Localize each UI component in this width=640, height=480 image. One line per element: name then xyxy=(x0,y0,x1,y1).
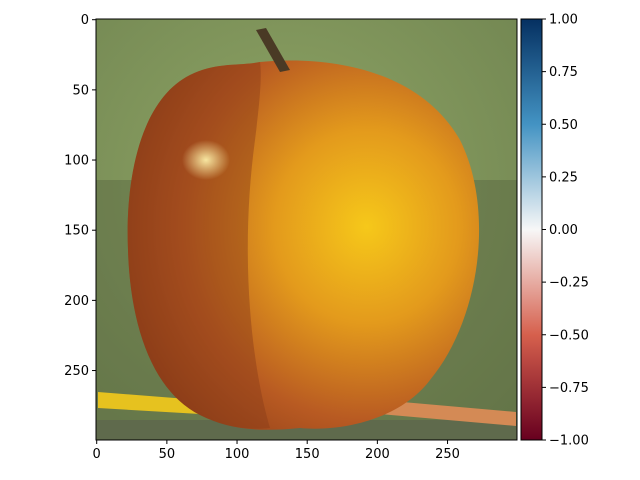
stem xyxy=(256,28,290,72)
x-tick-label: 0 xyxy=(93,447,101,462)
colorbar-tick-label: 0.75 xyxy=(549,65,578,80)
y-ticks: 0 50 100 150 200 250 xyxy=(64,13,96,379)
image-table xyxy=(96,420,517,440)
pencil-right xyxy=(380,400,516,426)
image-content xyxy=(96,19,517,440)
colorbar-tick-label: 1.00 xyxy=(549,13,578,28)
colorbar-tick-label: 0.50 xyxy=(549,118,578,133)
x-tick-label: 150 xyxy=(295,447,320,462)
colorbar-gradient xyxy=(521,19,542,440)
y-tick-label: 200 xyxy=(64,294,89,309)
colorbar: 1.00 0.75 0.50 0.25 0.00 −0.25 −0.50 −0.75 −1.00 xyxy=(520,13,589,449)
highlight xyxy=(182,140,230,180)
y-tick-label: 150 xyxy=(64,224,89,239)
y-tick-label: 50 xyxy=(72,83,89,98)
image-axes: 0 50 100 150 200 250 0 50 100 150 200 250 xyxy=(64,13,518,462)
image-frame xyxy=(95,18,518,441)
pencil xyxy=(98,392,200,414)
colorbar-tick-label: 0.25 xyxy=(549,170,578,185)
y-tick-label: 100 xyxy=(64,154,89,169)
x-tick-label: 250 xyxy=(435,447,460,462)
fruit-left-shade xyxy=(127,62,270,429)
colorbar-tick-label: −1.00 xyxy=(549,434,589,449)
colorbar-tick-label: −0.75 xyxy=(549,381,589,396)
x-tick-label: 100 xyxy=(225,447,250,462)
colorbar-tick-label: −0.25 xyxy=(549,276,589,291)
x-tick-label: 50 xyxy=(159,447,176,462)
y-tick-label: 250 xyxy=(64,364,89,379)
y-tick-label: 0 xyxy=(81,13,89,28)
colorbar-ticks: 1.00 0.75 0.50 0.25 0.00 −0.25 −0.50 −0.75 −1.00 xyxy=(542,13,589,449)
colorbar-tick-label: −0.50 xyxy=(549,328,589,343)
x-ticks: 0 50 100 150 200 250 xyxy=(93,440,460,462)
colorbar-tick-label: 0.00 xyxy=(549,223,578,238)
x-tick-label: 200 xyxy=(365,447,390,462)
